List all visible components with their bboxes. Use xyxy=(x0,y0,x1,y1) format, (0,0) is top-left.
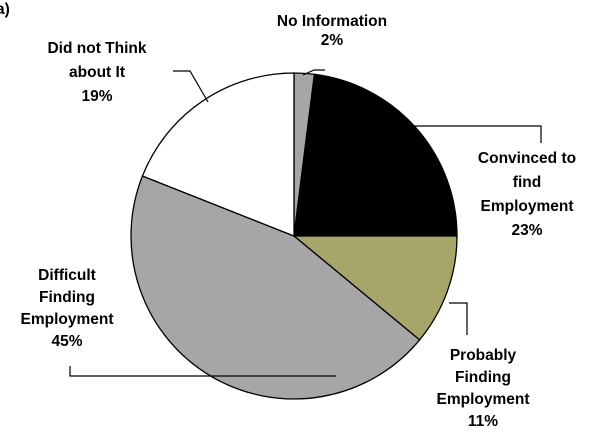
slice-label-line: about It xyxy=(69,64,125,81)
slice-label-did-not-think-about-it: Did not Think about It 19% xyxy=(47,40,146,105)
pie-slices xyxy=(130,72,458,400)
slice-label-line: Employment xyxy=(436,391,529,408)
slice-labels: No Information 2% Convinced to find Employme… xyxy=(20,13,576,430)
slice-label-line: Did not Think xyxy=(47,40,146,57)
slice-label-difficult-finding-employment: Difficult Finding Employment 45% xyxy=(20,267,113,350)
leader-line-no-information xyxy=(302,69,325,76)
slice-value-label: 45% xyxy=(51,333,82,350)
slice-label-line: Difficult xyxy=(38,267,96,284)
slice-value-label: 2% xyxy=(321,32,344,49)
leader-line-difficult-finding-employment xyxy=(69,366,336,377)
slice-value-label: 23% xyxy=(511,222,542,239)
leader-line-convinced-to-find-employment xyxy=(414,125,542,143)
slice-value-label: 11% xyxy=(468,413,498,430)
slice-label-line: Probably xyxy=(450,347,517,364)
slice-label-line: Finding xyxy=(455,369,511,386)
slice-value-label: 19% xyxy=(81,88,112,105)
slice-label-line: Convinced to xyxy=(478,150,576,167)
leader-line-did-not-think-about-it xyxy=(173,70,209,103)
leader-lines xyxy=(69,69,542,377)
panel-label: a) xyxy=(0,1,10,18)
pie-slice-convinced-to-find-employment xyxy=(293,73,458,237)
slice-label-no-information: No Information 2% xyxy=(277,13,387,49)
pie-slice-did-not-think-about-it xyxy=(141,72,295,237)
slice-label-line: find xyxy=(513,174,541,191)
pie-slice-probably-finding-employment xyxy=(292,235,458,341)
slice-label-convinced-to-find-employment: Convinced to find Employment 23% xyxy=(478,150,576,239)
slice-label-line: No Information xyxy=(277,13,387,30)
slice-label-probably-finding-employment: Probably Finding Employment 11% xyxy=(436,347,529,430)
slice-label-line: Employment xyxy=(20,311,113,328)
slice-label-line: Finding xyxy=(39,289,95,306)
slice-label-line: Employment xyxy=(480,198,573,215)
leader-line-probably-finding-employment xyxy=(449,302,468,335)
